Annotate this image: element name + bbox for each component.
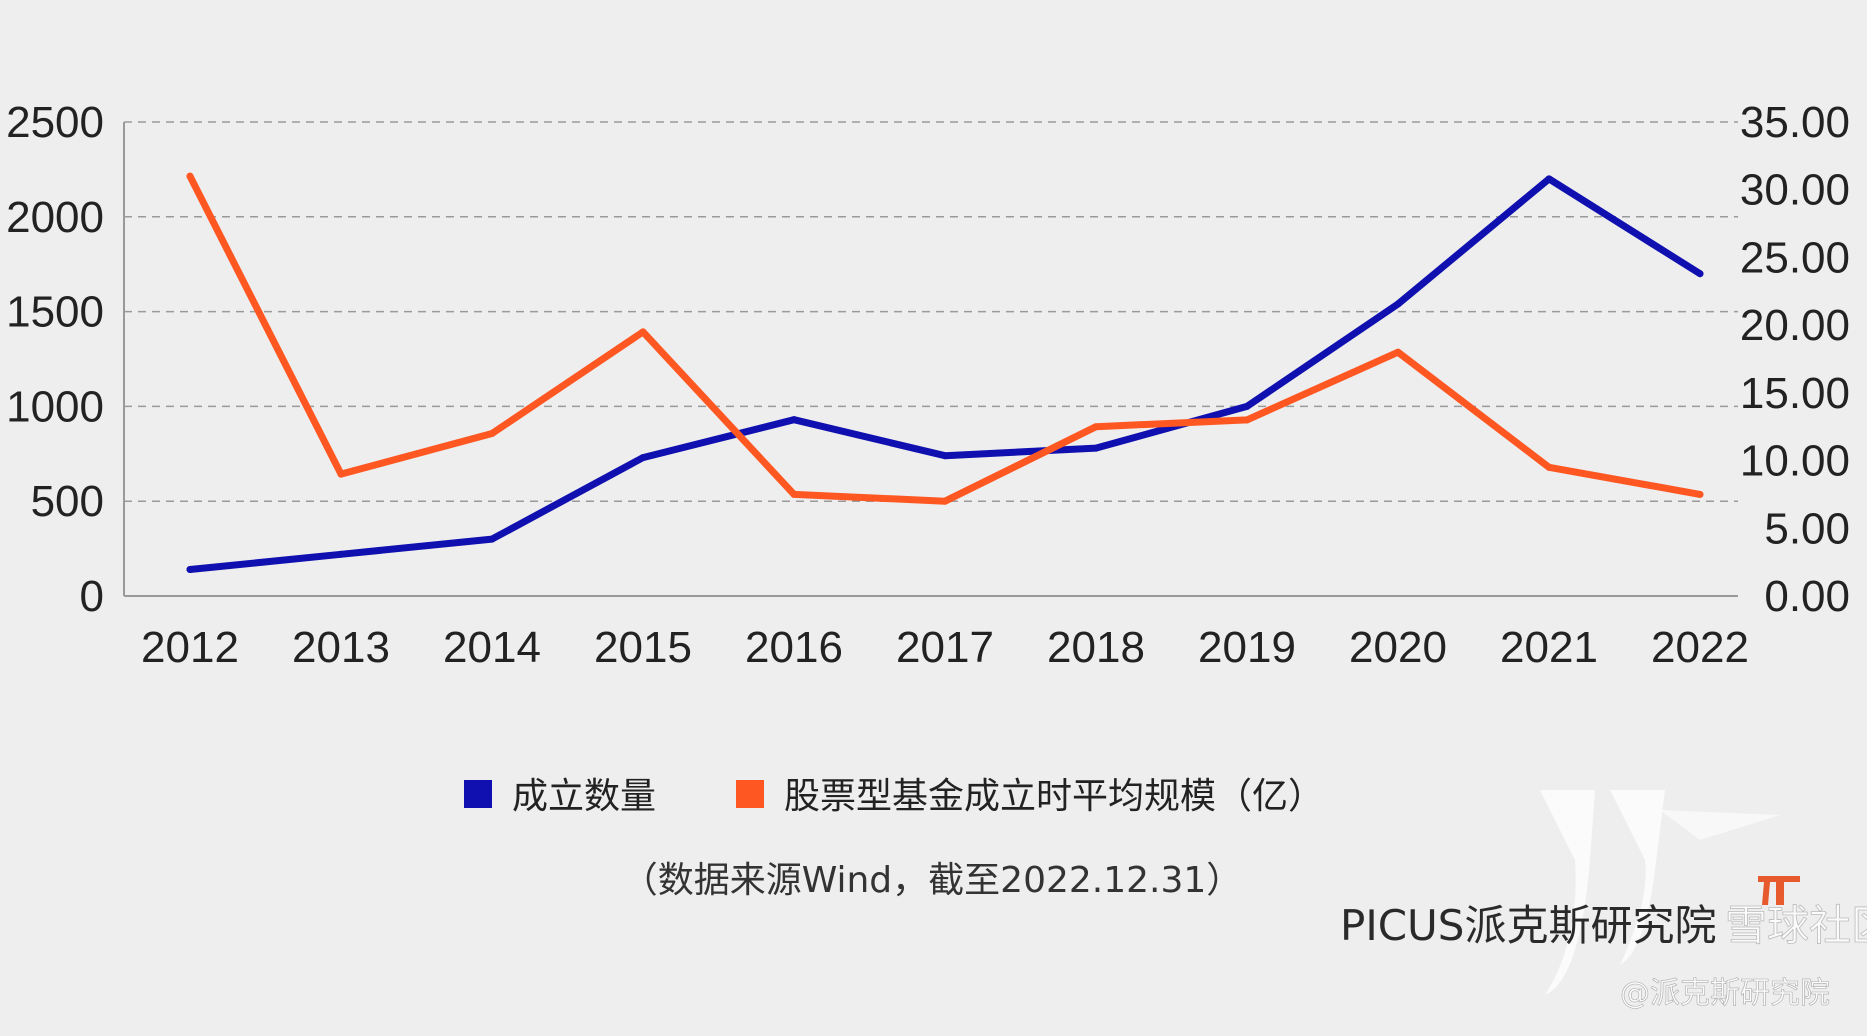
data-point-count — [337, 550, 345, 558]
data-point-avg-size — [639, 328, 647, 336]
y-right-tick-label: 10.00 — [1740, 437, 1850, 486]
legend-swatch-avg-size — [736, 780, 764, 808]
data-point-count — [1394, 300, 1402, 308]
y-right-tick-label: 20.00 — [1740, 301, 1850, 350]
y-right-tick-label: 35.00 — [1740, 98, 1850, 147]
x-tick-label: 2015 — [594, 623, 692, 672]
legend-item-count: 成立数量 — [464, 776, 656, 817]
data-point-avg-size — [790, 490, 798, 498]
y-left-tick-label: 500 — [31, 477, 104, 526]
data-point-count — [1243, 402, 1251, 410]
data-point-count — [941, 452, 949, 460]
handle-watermark: @派克斯研究院 — [1620, 976, 1830, 1011]
x-tick-label: 2014 — [443, 623, 541, 672]
data-point-avg-size — [1243, 416, 1251, 424]
legend-item-avg-size: 股票型基金成立时平均规模（亿） — [736, 776, 1324, 817]
data-point-count — [488, 535, 496, 543]
data-point-avg-size — [941, 497, 949, 505]
y-right-tick-label: 0.00 — [1764, 572, 1850, 621]
data-point-avg-size — [186, 172, 194, 180]
x-tick-label: 2021 — [1500, 623, 1598, 672]
axes — [123, 122, 1738, 597]
data-point-count — [639, 454, 647, 462]
data-point-avg-size — [488, 429, 496, 437]
data-point-count — [790, 416, 798, 424]
legend-label-avg-size: 股票型基金成立时平均规模（亿） — [784, 776, 1324, 817]
y-left-tick-label: 2000 — [6, 193, 104, 242]
y-left-tick-label: 0 — [80, 572, 104, 621]
series-lines — [186, 172, 1704, 573]
y-left-tick-label: 2500 — [6, 98, 104, 147]
data-point-avg-size — [337, 470, 345, 478]
community-watermark: 雪球社区 — [1725, 901, 1867, 950]
data-point-count — [186, 565, 194, 573]
left-y-axis-ticks: 0 500 1000 1500 2000 2500 — [6, 98, 104, 621]
legend: 成立数量 股票型基金成立时平均规模（亿） — [464, 776, 1324, 817]
x-tick-label: 2019 — [1198, 623, 1296, 672]
legend-swatch-count — [464, 780, 492, 808]
y-right-tick-label: 25.00 — [1740, 233, 1850, 282]
x-tick-label: 2012 — [141, 623, 239, 672]
picus-logo — [1540, 790, 1800, 995]
brand-watermark: PICUS派克斯研究院 — [1340, 901, 1716, 950]
y-left-tick-label: 1500 — [6, 288, 104, 337]
series-line-count — [186, 175, 1704, 573]
y-right-tick-label: 15.00 — [1740, 369, 1850, 418]
x-tick-label: 2020 — [1349, 623, 1447, 672]
x-tick-label: 2017 — [896, 623, 994, 672]
x-tick-label: 2016 — [745, 623, 843, 672]
y-right-tick-label: 5.00 — [1764, 504, 1850, 553]
x-tick-label: 2013 — [292, 623, 390, 672]
data-point-avg-size — [1092, 423, 1100, 431]
y-right-tick-label: 30.00 — [1740, 166, 1850, 215]
grid-lines — [124, 121, 1738, 502]
x-tick-label: 2018 — [1047, 623, 1145, 672]
data-point-count — [1545, 175, 1553, 183]
data-point-avg-size — [1545, 463, 1553, 471]
x-tick-label: 2022 — [1651, 623, 1749, 672]
data-point-avg-size — [1394, 348, 1402, 356]
data-point-avg-size — [1696, 490, 1704, 498]
source-note: （数据来源Wind，截至2022.12.31） — [622, 860, 1243, 901]
data-point-count — [1092, 444, 1100, 452]
x-axis-ticks: 2012 2013 2014 2015 2016 2017 2018 2019 2020 2021… — [141, 623, 1749, 672]
right-y-axis-ticks: 0.00 5.00 10.00 15.00 20.00 25.00 30.00 35.00 — [1740, 98, 1850, 621]
legend-label-count: 成立数量 — [512, 776, 656, 817]
data-point-count — [1696, 270, 1704, 278]
y-left-tick-label: 1000 — [6, 382, 104, 431]
